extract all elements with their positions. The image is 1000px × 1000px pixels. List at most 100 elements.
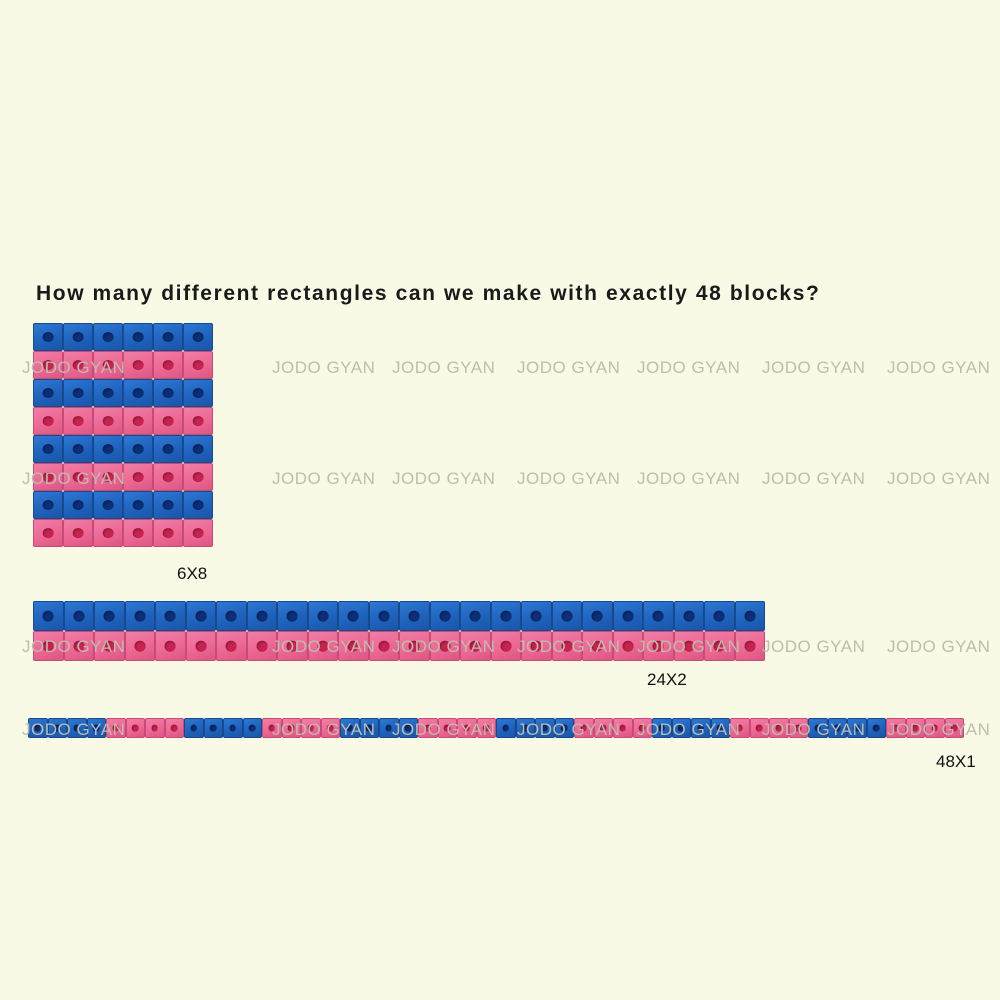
blue-block [554, 718, 574, 738]
blue-block [612, 601, 643, 631]
blue-block [399, 601, 430, 631]
pink-block [33, 351, 63, 379]
pink-block [262, 718, 282, 738]
pink-block [33, 407, 63, 435]
blue-block [33, 601, 64, 631]
pink-block [704, 631, 735, 661]
watermark-text: JODO GYAN [272, 469, 376, 488]
pink-block [216, 631, 247, 661]
blue-block [33, 491, 63, 519]
pink-block [93, 463, 123, 491]
pink-block [123, 351, 153, 379]
pink-block [632, 718, 652, 738]
pink-block [734, 631, 765, 661]
pink-block [33, 463, 63, 491]
pink-block [153, 519, 183, 547]
blue-block [704, 601, 735, 631]
question-text: How many different rectangles can we mak… [36, 282, 821, 305]
pink-block [418, 718, 438, 738]
pink-block [476, 718, 496, 738]
blue-block [808, 718, 828, 738]
pink-block [905, 718, 925, 738]
pink-block [593, 718, 613, 738]
blue-block [827, 718, 847, 738]
pink-block [183, 519, 213, 547]
pink-block [123, 463, 153, 491]
pink-block [246, 631, 277, 661]
rectangle-48x1 [28, 718, 964, 738]
blue-block [216, 601, 247, 631]
watermark-text: JODO GYAN [272, 358, 376, 377]
watermark-text: JODO GYAN [392, 358, 496, 377]
blue-block [242, 718, 262, 738]
pink-block [63, 631, 94, 661]
blue-block [123, 323, 153, 351]
blue-block [93, 435, 123, 463]
blue-block [28, 718, 48, 738]
pink-block [613, 718, 633, 738]
pink-block [33, 519, 63, 547]
blue-block [338, 601, 369, 631]
pink-block [551, 631, 582, 661]
blue-block [184, 718, 204, 738]
pink-block [33, 631, 64, 661]
blue-block [691, 718, 711, 738]
blue-block [460, 601, 491, 631]
blue-block [185, 601, 216, 631]
label-24x2: 24X2 [647, 670, 687, 689]
pink-block [490, 631, 521, 661]
pink-block [399, 631, 430, 661]
rectangle-24x2 [33, 601, 765, 661]
blue-block [63, 323, 93, 351]
pink-block [673, 631, 704, 661]
blue-block [67, 718, 87, 738]
pink-block [63, 519, 93, 547]
blue-block [277, 601, 308, 631]
blue-block [124, 601, 155, 631]
pink-block [643, 631, 674, 661]
label-48x1: 48X1 [936, 752, 976, 771]
blue-block [63, 435, 93, 463]
watermark-text: JODO GYAN [637, 469, 741, 488]
pink-block [769, 718, 789, 738]
blue-block [490, 601, 521, 631]
watermark-text: JODO GYAN [887, 358, 991, 377]
blue-block [183, 379, 213, 407]
blue-block [183, 491, 213, 519]
pink-block [123, 519, 153, 547]
pink-block [183, 463, 213, 491]
blue-block [734, 601, 765, 631]
pink-block [944, 718, 964, 738]
pink-block [153, 351, 183, 379]
blue-block [307, 601, 338, 631]
pink-block [63, 351, 93, 379]
blue-block [368, 601, 399, 631]
blue-block [496, 718, 516, 738]
pink-block [164, 718, 184, 738]
pink-block [338, 631, 369, 661]
blue-block [63, 601, 94, 631]
pink-block [886, 718, 906, 738]
watermark-text: JODO GYAN [637, 358, 741, 377]
blue-block [673, 601, 704, 631]
blue-block [94, 601, 125, 631]
blue-block [521, 601, 552, 631]
pink-block [125, 718, 145, 738]
blue-block [359, 718, 379, 738]
blue-block [33, 435, 63, 463]
watermark-text: JODO GYAN [517, 358, 621, 377]
blue-block [379, 718, 399, 738]
blue-block [340, 718, 360, 738]
pink-block [612, 631, 643, 661]
pink-block [307, 631, 338, 661]
pink-block [281, 718, 301, 738]
blue-block [93, 379, 123, 407]
blue-block [33, 379, 63, 407]
pink-block [788, 718, 808, 738]
pink-block [153, 407, 183, 435]
blue-block [63, 491, 93, 519]
blue-block [866, 718, 886, 738]
blue-block [123, 491, 153, 519]
blue-block [582, 601, 613, 631]
pink-block [123, 407, 153, 435]
